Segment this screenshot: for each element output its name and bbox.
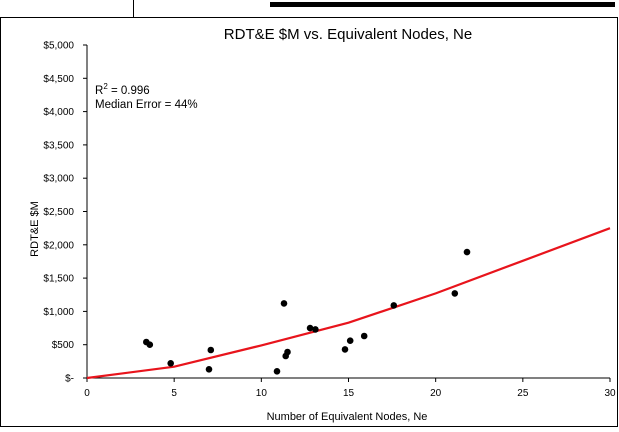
data-point: [360, 332, 368, 340]
x-tick-label: 10: [256, 388, 268, 399]
data-point: [341, 346, 349, 353]
x-tick-label: 5: [171, 388, 177, 399]
y-tick-label: $2,000: [43, 240, 74, 251]
data-point: [284, 348, 291, 356]
r-squared-annotation: R2 = 0.996: [95, 82, 150, 97]
y-axis: $- $500 $1,000 $1,500 $2,000 $2,500 $3,000 $3,5…: [43, 41, 88, 385]
chart-title: RDT&E $M vs. Equivalent Nodes, Ne: [224, 26, 472, 43]
data-point: [280, 300, 288, 307]
y-tick-label: $-: [65, 374, 74, 385]
x-tick-label: 30: [604, 388, 616, 399]
y-tick-label: $2,500: [43, 207, 74, 218]
data-point: [306, 324, 314, 332]
data-point: [451, 290, 459, 297]
chart-area-border: [0, 17, 618, 427]
x-tick-label: 20: [430, 388, 442, 399]
data-point: [346, 337, 354, 345]
data-point: [146, 341, 154, 349]
r-squared-superscript: 2: [103, 82, 108, 91]
trend-line: [86, 227, 611, 380]
y-tick-label: $3,000: [43, 174, 74, 185]
series-layer: [86, 227, 611, 380]
r-squared-symbol: R: [95, 85, 103, 97]
median-error-annotation: Median Error = 44%: [95, 99, 198, 111]
data-point: [167, 360, 174, 367]
y-tick-label: $1,500: [43, 274, 74, 285]
data-point: [273, 368, 281, 375]
r-squared-value: = 0.996: [108, 85, 150, 97]
data-point: [312, 326, 319, 333]
y-tick-label: $500: [52, 340, 75, 351]
y-axis-label: RDT&E $M: [29, 201, 41, 257]
data-point: [205, 366, 213, 373]
header-bar: [270, 2, 615, 7]
x-tick-label: 25: [517, 388, 529, 399]
y-tick-label: $3,500: [43, 140, 74, 151]
data-point: [207, 346, 215, 354]
x-axis-label: Number of Equivalent Nodes, Ne: [267, 411, 428, 423]
y-tick-label: $4,000: [43, 107, 74, 118]
y-tick-label: $1,000: [43, 307, 74, 318]
data-point: [463, 248, 471, 256]
data-point: [390, 302, 398, 309]
x-axis: 0 5 10 15 20 25 30: [84, 377, 616, 399]
x-tick-label: 15: [343, 388, 355, 399]
y-tick-label: $4,500: [43, 74, 74, 85]
x-tick-label: 0: [84, 388, 90, 399]
y-tick-label: $5,000: [43, 41, 74, 52]
